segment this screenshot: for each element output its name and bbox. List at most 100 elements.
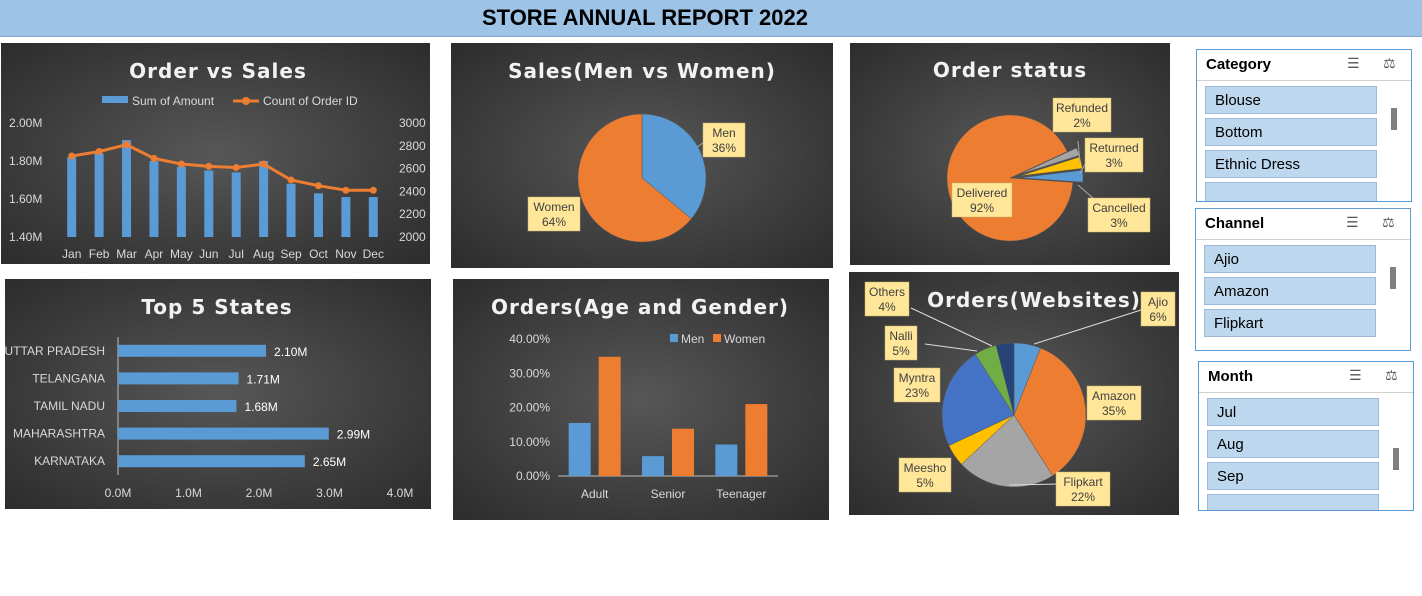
- slicer-item-partial[interactable]: [1205, 182, 1377, 201]
- line-point: [123, 141, 131, 149]
- x-tick: May: [170, 247, 193, 261]
- slicer-scrollbar[interactable]: [1389, 398, 1403, 506]
- y-category: TAMIL NADU: [34, 399, 105, 413]
- bar-women: [672, 428, 694, 476]
- callout-name: Delivered: [957, 186, 1008, 200]
- scroll-thumb[interactable]: [1393, 448, 1399, 470]
- slicer-month[interactable]: Month ☰ ⚖ Jul Aug Sep: [1198, 361, 1414, 511]
- data-callout: [527, 196, 581, 232]
- clear-filter-icon[interactable]: ⚖: [1382, 214, 1395, 230]
- slicer-category[interactable]: Category ☰ ⚖ Blouse Bottom Ethnic Dress: [1196, 49, 1412, 202]
- x-tick: Mar: [116, 247, 137, 261]
- multi-select-icon[interactable]: ☰: [1347, 55, 1360, 71]
- chart-orders-age-gender: Orders(Age and Gender) Men Women 40.00% 30.0…: [453, 279, 829, 520]
- clear-filter-icon[interactable]: ⚖: [1383, 55, 1396, 71]
- slice-cancelled: [1019, 170, 1084, 183]
- y-tick: 0.00%: [516, 469, 550, 483]
- scroll-thumb[interactable]: [1390, 267, 1396, 289]
- slicer-channel-items: Ajio Amazon Flipkart: [1204, 245, 1376, 350]
- y-tick-right: 2400: [399, 184, 426, 198]
- bar-value-label: 1.71M: [247, 372, 280, 386]
- legend-label: Men: [681, 332, 704, 346]
- slice-others: [995, 342, 1015, 416]
- chart-order-vs-sales: Order vs Sales Sum of Amount Count of Orde…: [1, 43, 430, 264]
- slicer-channel-header: Channel ☰ ⚖: [1196, 209, 1410, 240]
- slicer-item-partial[interactable]: [1207, 494, 1379, 510]
- bar-amount: [313, 193, 323, 237]
- data-callout: [893, 367, 941, 403]
- legend-label: Count of Order ID: [263, 94, 358, 108]
- multi-select-icon[interactable]: ☰: [1349, 367, 1362, 383]
- scroll-thumb[interactable]: [1391, 108, 1397, 130]
- slicer-item[interactable]: Ethnic Dress: [1205, 150, 1377, 178]
- data-callout: [1055, 471, 1111, 507]
- bar-state: [118, 455, 305, 468]
- callout-value: 3%: [1110, 216, 1128, 230]
- x-tick: 0.0M: [105, 486, 132, 500]
- y-tick-left: 1.80M: [9, 154, 42, 168]
- x-tick: 1.0M: [175, 486, 202, 500]
- chart-title: Orders(Websites): [927, 288, 1141, 312]
- legend-label: Sum of Amount: [132, 94, 215, 108]
- slicer-month-title: Month: [1208, 368, 1253, 385]
- order-status-svg: Order statusRefunded2%Returned3%Cancelle…: [933, 58, 1151, 242]
- callout-value: 92%: [970, 201, 994, 215]
- slicer-month-items: Jul Aug Sep: [1207, 398, 1379, 510]
- x-tick: Feb: [89, 247, 110, 261]
- multi-select-icon[interactable]: ☰: [1346, 214, 1359, 230]
- bar-men: [715, 444, 738, 476]
- x-tick: 2.0M: [246, 486, 273, 500]
- bar-amount: [67, 157, 77, 237]
- data-callout: [1087, 197, 1151, 233]
- callout-value: 3%: [1105, 156, 1123, 170]
- chart-title: Order vs Sales: [129, 59, 307, 83]
- line-point: [232, 163, 240, 171]
- line-point: [287, 176, 295, 184]
- slicer-channel-title: Channel: [1205, 215, 1265, 232]
- chart-title: Top 5 States: [141, 295, 292, 319]
- bar-amount: [122, 140, 132, 237]
- slicer-item[interactable]: Sep: [1207, 462, 1379, 490]
- clear-filter-icon[interactable]: ⚖: [1385, 367, 1398, 383]
- legend-marker: [242, 97, 250, 105]
- bar-state: [118, 372, 239, 385]
- slicer-item[interactable]: Amazon: [1204, 277, 1376, 305]
- data-callout: [898, 457, 952, 493]
- callout-name: Returned: [1089, 141, 1138, 155]
- slicer-scrollbar[interactable]: [1387, 86, 1401, 197]
- bar-amount: [341, 197, 351, 237]
- y-category: TELANGANA: [32, 371, 105, 385]
- bar-state: [118, 427, 329, 440]
- bar-women: [745, 404, 768, 476]
- callout-name: Ajio: [1148, 295, 1168, 309]
- y-tick-right: 2000: [399, 230, 426, 244]
- slice-men: [641, 113, 707, 220]
- data-callout: [1052, 97, 1112, 133]
- line-order-count: [71, 143, 374, 192]
- x-tick: Jul: [229, 247, 244, 261]
- slice-women: [577, 113, 692, 243]
- x-tick: Adult: [581, 487, 609, 501]
- leader-line: [924, 343, 978, 352]
- leader-line: [1008, 483, 1060, 486]
- bar-value-label: 2.65M: [313, 455, 346, 469]
- legend-label: Women: [724, 332, 765, 346]
- chart-title: Sales(Men vs Women): [508, 59, 776, 83]
- y-tick-right: 2200: [399, 207, 426, 221]
- chart-order-status: Order status Refunded 2% Returned 3% Cancelle…: [850, 43, 1170, 265]
- callout-name: Men: [712, 126, 735, 140]
- callout-value: 23%: [905, 386, 929, 400]
- chart-title: Order status: [933, 58, 1087, 82]
- slicer-item[interactable]: Blouse: [1205, 86, 1377, 114]
- slicer-channel[interactable]: Channel ☰ ⚖ Ajio Amazon Flipkart: [1195, 208, 1411, 351]
- slicer-item[interactable]: Jul: [1207, 398, 1379, 426]
- line-point: [314, 182, 322, 190]
- slicer-item[interactable]: Aug: [1207, 430, 1379, 458]
- slicer-item[interactable]: Ajio: [1204, 245, 1376, 273]
- orders-age-gender-svg: Orders(Age and Gender) Men Women 40.00% 30.0…: [491, 295, 788, 501]
- data-callout: [951, 182, 1013, 218]
- slicer-item[interactable]: Flipkart: [1204, 309, 1376, 337]
- slicer-item[interactable]: Bottom: [1205, 118, 1377, 146]
- bar-amount: [149, 161, 159, 237]
- slicer-scrollbar[interactable]: [1386, 245, 1400, 346]
